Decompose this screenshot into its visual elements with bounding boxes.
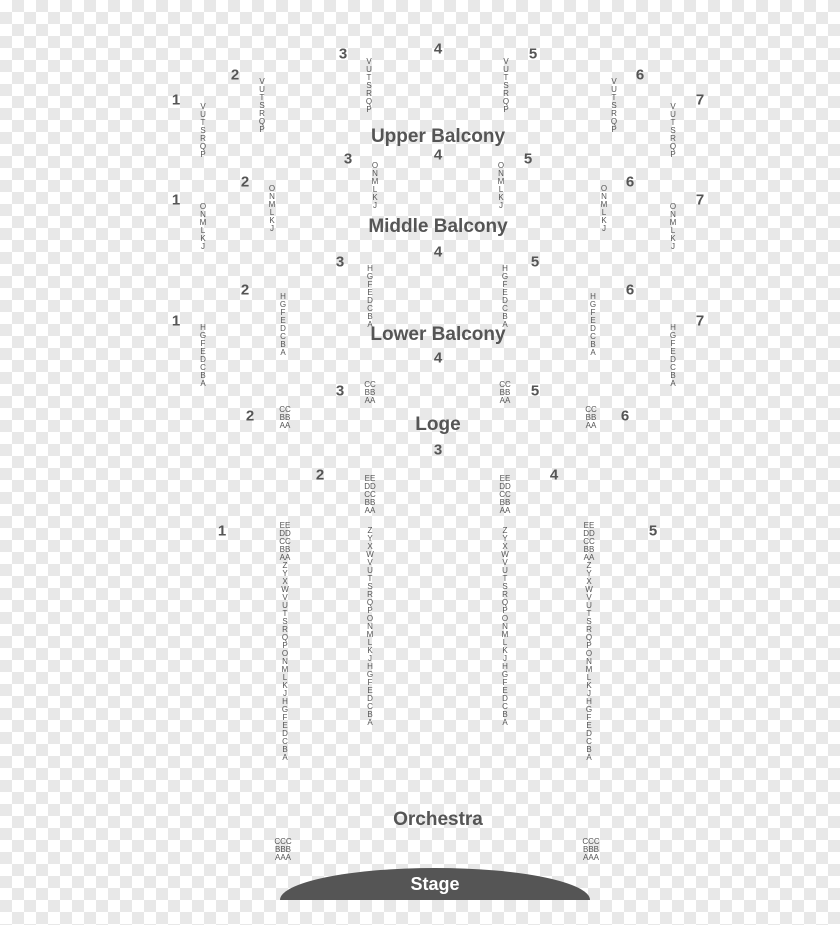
row-labels: O N M L K J <box>269 185 276 233</box>
section-number: 5 <box>531 383 539 400</box>
section-number: 7 <box>696 92 704 109</box>
row-labels: CC BB AA <box>585 406 597 430</box>
row-labels: V U T S R Q P <box>503 58 509 114</box>
level-label: Middle Balcony <box>368 216 507 238</box>
row-labels: O N M L K J <box>200 203 207 251</box>
section-number: 5 <box>649 523 657 540</box>
row-labels: H G F E D C B A <box>367 265 373 329</box>
row-labels: H G F E D C B A <box>670 324 676 388</box>
section-number: 4 <box>434 244 442 261</box>
section-number: 2 <box>316 467 324 484</box>
section-number: 6 <box>621 408 629 425</box>
row-labels: O N M L K J <box>498 162 505 210</box>
section-number: 4 <box>550 467 558 484</box>
stage-label: Stage <box>410 874 459 895</box>
section-number: 3 <box>336 383 344 400</box>
row-labels: EE DD CC BB AA <box>499 475 511 515</box>
section-number: 6 <box>636 67 644 84</box>
row-labels: CC BB AA <box>364 381 376 405</box>
section-number: 6 <box>626 282 634 299</box>
row-labels: O N M L K J <box>601 185 608 233</box>
row-labels: CC BB AA <box>499 381 511 405</box>
row-labels: V U T S R Q P <box>611 78 617 134</box>
section-number: 2 <box>246 408 254 425</box>
row-labels: O N M L K J <box>670 203 677 251</box>
section-number: 1 <box>218 523 226 540</box>
section-number: 1 <box>172 313 180 330</box>
row-labels: EE DD CC BB AA Z Y X W V U T S R Q P O N… <box>279 522 291 762</box>
row-labels: H G F E D C B A <box>200 324 206 388</box>
row-labels: EE DD CC BB AA Z Y X W V U T S R Q P O N… <box>583 522 595 762</box>
section-number: 5 <box>529 46 537 63</box>
section-number: 7 <box>696 192 704 209</box>
section-number: 2 <box>241 282 249 299</box>
row-labels: Z Y X W V U T S R Q P O N M L K J H G F … <box>501 527 509 727</box>
section-number: 4 <box>434 350 442 367</box>
section-number: 3 <box>339 46 347 63</box>
row-labels: V U T S R Q P <box>670 103 676 159</box>
section-number: 2 <box>241 174 249 191</box>
row-labels: H G F E D C B A <box>590 293 596 357</box>
row-labels: CCC BBB AAA <box>274 838 291 862</box>
row-labels: V U T S R Q P <box>366 58 372 114</box>
row-labels: Z Y X W V U T S R Q P O N M L K J H G F … <box>366 527 374 727</box>
seating-chart: Upper Balcony Middle Balcony Lower Balcony… <box>0 0 840 925</box>
section-number: 1 <box>172 192 180 209</box>
row-labels: V U T S R Q P <box>200 103 206 159</box>
row-labels: EE DD CC BB AA <box>364 475 376 515</box>
level-label: Loge <box>415 414 460 436</box>
row-labels: CC BB AA <box>279 406 291 430</box>
stage: Stage <box>280 868 590 900</box>
section-number: 4 <box>434 147 442 164</box>
row-labels: O N M L K J <box>372 162 379 210</box>
section-number: 3 <box>344 151 352 168</box>
row-labels: CCC BBB AAA <box>582 838 599 862</box>
section-number: 5 <box>531 254 539 271</box>
row-labels: H G F E D C B A <box>280 293 286 357</box>
section-number: 3 <box>434 442 442 459</box>
section-number: 6 <box>626 174 634 191</box>
level-label: Orchestra <box>393 809 483 831</box>
level-label: Lower Balcony <box>370 324 505 346</box>
level-label: Upper Balcony <box>371 126 505 148</box>
section-number: 2 <box>231 67 239 84</box>
section-number: 4 <box>434 41 442 58</box>
row-labels: V U T S R Q P <box>259 78 265 134</box>
section-number: 7 <box>696 313 704 330</box>
section-number: 1 <box>172 92 180 109</box>
section-number: 5 <box>524 151 532 168</box>
row-labels: H G F E D C B A <box>502 265 508 329</box>
section-number: 3 <box>336 254 344 271</box>
